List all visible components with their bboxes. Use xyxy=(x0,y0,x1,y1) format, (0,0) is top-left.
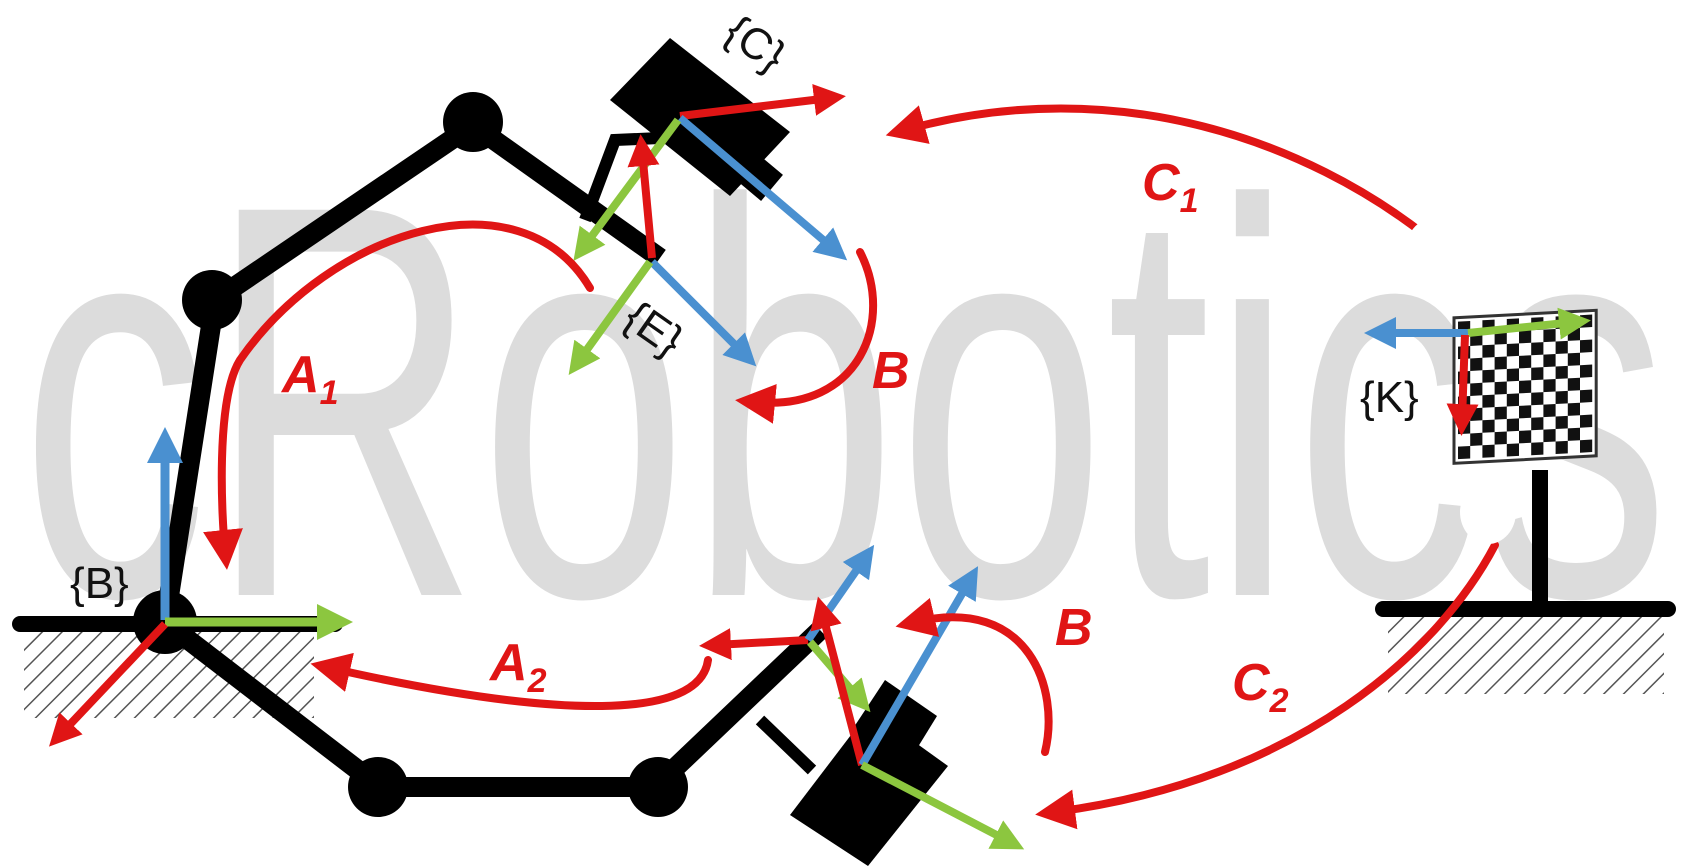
arrow-b-lower xyxy=(895,597,1053,756)
axis-camera-x xyxy=(679,84,846,120)
joint-lower-1 xyxy=(348,757,408,817)
robot-arm-upper xyxy=(155,92,666,624)
ground-right xyxy=(1375,470,1676,694)
arrow-c2 xyxy=(1035,541,1499,830)
axis-base-x xyxy=(49,621,168,747)
label-base-frame: {B} xyxy=(70,559,129,608)
axis-camera-z xyxy=(677,114,848,261)
label-board-frame: {K} xyxy=(1360,373,1419,422)
joint-lower-2 xyxy=(628,757,688,817)
eraser-marks xyxy=(1407,215,1516,544)
label-a1: A1 xyxy=(280,346,338,412)
axes-end-effector-upper xyxy=(568,134,757,375)
camera-lower xyxy=(755,680,948,866)
label-c1: C1 xyxy=(1142,154,1198,220)
axis-ee-x xyxy=(627,134,660,259)
axes-camera-upper xyxy=(573,84,848,261)
label-camera-frame: {C} xyxy=(716,6,794,81)
label-a2: A2 xyxy=(488,634,547,700)
arrow-b-upper xyxy=(735,248,878,424)
axis-ee2-x xyxy=(699,628,809,661)
axes-board-frame xyxy=(1364,307,1591,436)
axis-camera2-y xyxy=(860,761,1025,850)
axis-board-y xyxy=(1467,307,1591,340)
label-b-upper: B xyxy=(872,342,910,400)
axes-camera-lower xyxy=(810,566,1025,850)
axis-board-x xyxy=(1446,334,1479,436)
axes-base-frame xyxy=(49,427,353,747)
joint-upper-2 xyxy=(443,92,503,152)
axis-camera2-x xyxy=(810,596,866,767)
arrow-a1 xyxy=(203,220,594,570)
arrow-c1 xyxy=(885,104,1429,239)
axis-camera-y xyxy=(573,117,682,261)
axis-ee-y xyxy=(568,259,654,375)
arrow-a2 xyxy=(310,652,712,711)
joint-upper-1 xyxy=(182,270,242,330)
axis-camera2-z xyxy=(858,566,979,768)
checkerboard-icon xyxy=(1452,308,1598,465)
transform-arrows xyxy=(203,104,1499,830)
robot-arm-lower xyxy=(158,614,827,817)
label-b-lower: B xyxy=(1055,599,1093,657)
axis-ee-z xyxy=(649,259,757,367)
label-c2: C2 xyxy=(1232,654,1289,720)
